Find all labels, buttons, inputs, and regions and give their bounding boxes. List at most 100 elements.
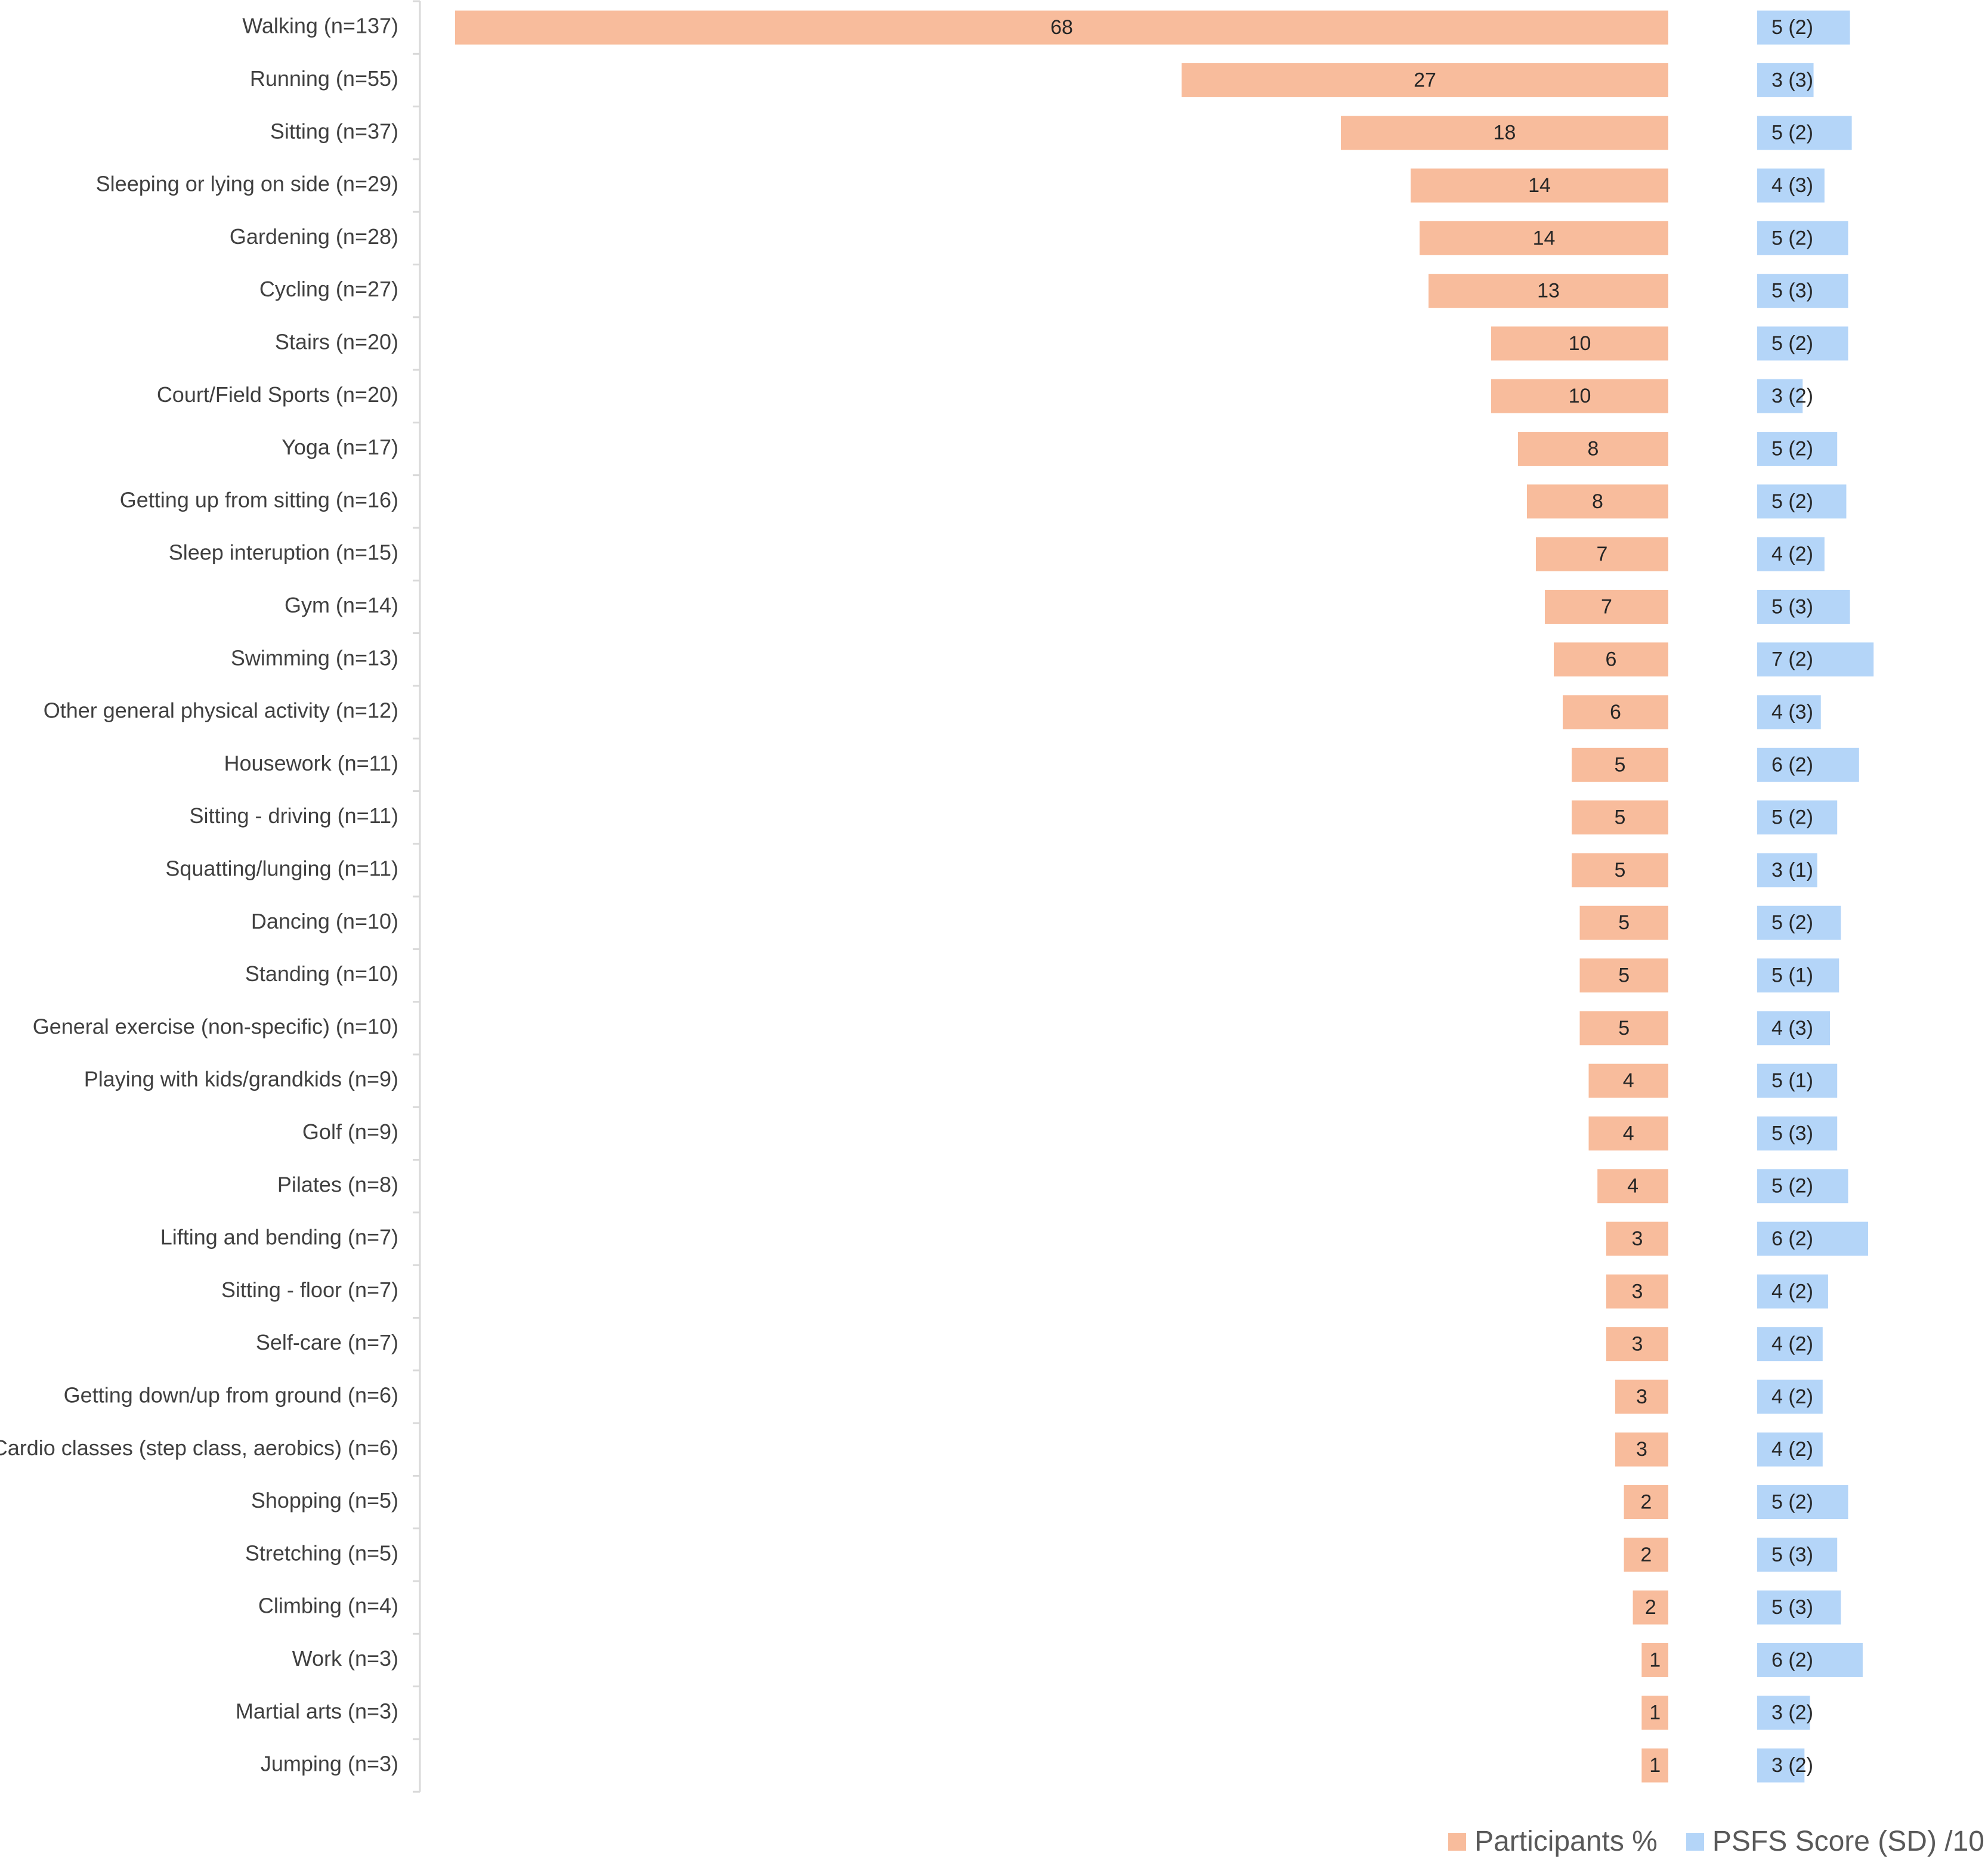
- psfs-data-label: 3 (2): [1771, 385, 1813, 407]
- participants-bar: [455, 10, 1668, 45]
- participants-data-label: 27: [1414, 69, 1436, 91]
- category-label: Swimming (n=13): [231, 645, 398, 670]
- psfs-bar: [1757, 1327, 1823, 1362]
- category-label: Pilates (n=8): [277, 1172, 398, 1196]
- psfs-data-label: 7 (2): [1771, 648, 1813, 671]
- participants-bar: [1624, 1485, 1668, 1520]
- participants-data-label: 6: [1610, 701, 1621, 723]
- participants-data-label: 13: [1537, 280, 1560, 302]
- participants-data-label: 8: [1592, 490, 1603, 513]
- psfs-data-label: 5 (3): [1771, 1596, 1813, 1619]
- participants-bar: [1563, 695, 1668, 729]
- category-label: Shopping (n=5): [251, 1488, 398, 1513]
- psfs-bar: [1757, 1380, 1823, 1414]
- participants-series: 68 27 18 14 14 13 10 10 8 8 7 7 6 6 5 5 5 5 5 5 4 4 4 3 3 3 3 3 2 2 2 1…: [455, 10, 1668, 1783]
- psfs-bar: [1757, 484, 1847, 519]
- participants-bar: [1572, 747, 1668, 782]
- category-labels: Walking (n=137) Running (n=55) Sitting (n=…: [0, 14, 398, 1776]
- participants-data-label: 68: [1050, 16, 1073, 39]
- psfs-data-label: 6 (2): [1771, 1227, 1813, 1250]
- participants-bar: [1633, 1590, 1668, 1625]
- participants-data-label: 4: [1627, 1175, 1638, 1198]
- participants-data-label: 18: [1494, 122, 1516, 144]
- participants-bar: [1518, 432, 1668, 466]
- category-label: Sitting - driving (n=11): [190, 803, 399, 828]
- legend: Participants % PSFS Score (SD) /10: [1448, 1825, 1984, 1858]
- psfs-data-label: 5 (3): [1771, 595, 1813, 618]
- participants-bar: [1411, 168, 1668, 203]
- psfs-bar: [1757, 1748, 1805, 1783]
- participants-data-label: 5: [1615, 753, 1626, 776]
- psfs-data-label: 5 (2): [1771, 122, 1813, 144]
- participants-bar: [1641, 1643, 1668, 1677]
- category-label: Sleep interuption (n=15): [169, 540, 398, 565]
- psfs-bar: [1757, 1221, 1869, 1256]
- psfs-data-label: 3 (2): [1771, 1702, 1813, 1724]
- psfs-bar: [1757, 1432, 1823, 1467]
- psfs-bar: [1757, 1063, 1838, 1098]
- participants-bar: [1429, 274, 1668, 308]
- psfs-data-label: 5 (3): [1771, 280, 1813, 302]
- participants-data-label: 3: [1636, 1385, 1647, 1408]
- psfs-data-label: 4 (2): [1771, 543, 1813, 565]
- psfs-data-label: 4 (2): [1771, 1385, 1813, 1408]
- participants-data-label: 5: [1618, 964, 1630, 987]
- category-label: Gardening (n=28): [230, 224, 398, 249]
- psfs-bar: [1757, 537, 1825, 571]
- psfs-bar: [1757, 800, 1838, 835]
- participants-bar: [1545, 589, 1668, 624]
- participants-bar: [1606, 1274, 1668, 1309]
- category-label: Cycling (n=27): [259, 277, 398, 301]
- participants-data-label: 2: [1640, 1491, 1652, 1514]
- participants-bar: [1615, 1380, 1668, 1414]
- participants-data-label: 1: [1649, 1649, 1661, 1671]
- psfs-data-label: 5 (3): [1771, 1122, 1813, 1145]
- psfs-data-label: 5 (2): [1771, 490, 1813, 513]
- psfs-data-label: 5 (2): [1771, 16, 1813, 39]
- participants-bar: [1606, 1327, 1668, 1362]
- psfs-bar: [1757, 1696, 1810, 1730]
- psfs-bar: [1757, 1011, 1830, 1046]
- category-label: Standing (n=10): [245, 961, 398, 986]
- psfs-bar: [1757, 379, 1803, 413]
- participants-bar: [1579, 958, 1668, 993]
- participants-bar: [1572, 853, 1668, 887]
- psfs-data-label: 6 (2): [1771, 1649, 1813, 1671]
- psfs-bar: [1757, 63, 1814, 97]
- psfs-data-label: 4 (3): [1771, 701, 1813, 723]
- participants-bar: [1182, 63, 1668, 97]
- participants-bar: [1641, 1696, 1668, 1730]
- category-label: Getting up from sitting (n=16): [120, 487, 398, 512]
- category-label: Work (n=3): [292, 1646, 398, 1671]
- category-label: Lifting and bending (n=7): [160, 1225, 398, 1249]
- category-label: Self-care (n=7): [256, 1330, 398, 1354]
- participants-bar: [1606, 1221, 1668, 1256]
- psfs-bar: [1757, 1590, 1841, 1625]
- participants-data-label: 6: [1606, 648, 1617, 671]
- participants-data-label: 5: [1618, 1017, 1630, 1040]
- category-label: Martial arts (n=3): [236, 1699, 398, 1723]
- psfs-data-label: 4 (3): [1771, 174, 1813, 197]
- psfs-data-label: 5 (2): [1771, 438, 1813, 460]
- participants-bar: [1527, 484, 1668, 519]
- psfs-bar: [1757, 695, 1821, 729]
- legend-swatch-psfs: [1686, 1832, 1704, 1851]
- psfs-bar: [1757, 958, 1839, 993]
- psfs-bar: [1757, 1485, 1848, 1520]
- psfs-data-label: 5 (2): [1771, 227, 1813, 249]
- psfs-bar: [1757, 432, 1838, 466]
- participants-data-label: 4: [1623, 1122, 1634, 1145]
- participants-data-label: 8: [1588, 438, 1599, 460]
- participants-data-label: 2: [1645, 1596, 1656, 1619]
- psfs-bar: [1757, 274, 1848, 308]
- category-label: Jumping (n=3): [261, 1752, 398, 1776]
- participants-data-label: 10: [1569, 385, 1591, 407]
- category-label: Golf (n=9): [302, 1119, 398, 1144]
- category-label: Sitting (n=37): [270, 119, 398, 143]
- psfs-bar: [1757, 853, 1817, 887]
- participants-bar: [1588, 1116, 1668, 1150]
- legend-label-psfs: PSFS Score (SD) /10: [1712, 1826, 1984, 1857]
- participants-bar: [1597, 1169, 1668, 1204]
- psfs-data-label: 5 (2): [1771, 911, 1813, 934]
